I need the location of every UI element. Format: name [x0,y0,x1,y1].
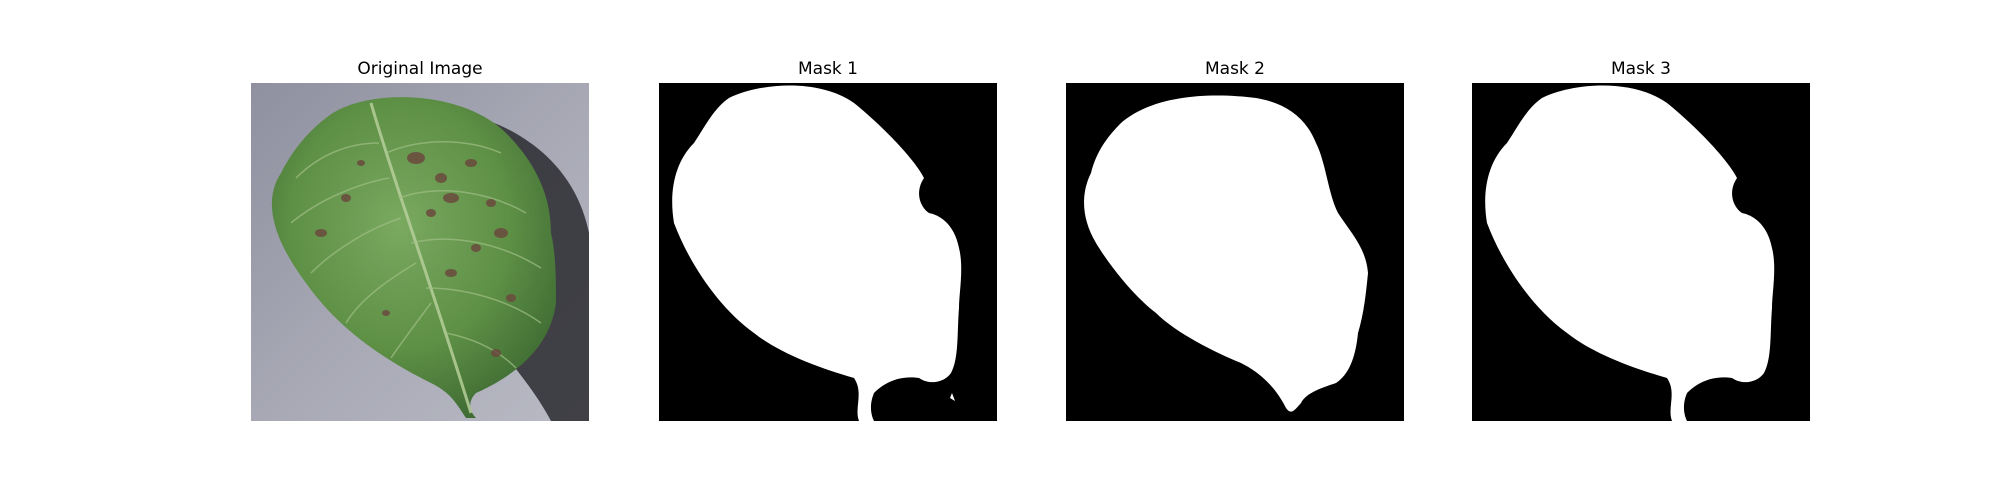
mask-3-panel: Mask 3 [1472,55,1810,421]
mask-1-image [659,83,997,421]
panel-title-mask-2: Mask 2 [1204,59,1265,79]
mask-2-frame [1066,83,1404,421]
mask-2-image [1066,83,1404,421]
original-image-panel: Original Image [251,55,589,421]
mask-1-frame [659,83,997,421]
mask-3-image [1472,83,1810,421]
original-image-frame [251,83,589,421]
mask-3-frame [1472,83,1810,421]
mask-2-panel: Mask 2 [1066,55,1404,421]
leaf-photo [251,83,589,421]
mask-1-panel: Mask 1 [659,55,997,421]
panel-title-mask-3: Mask 3 [1610,59,1671,79]
panel-title-original-image: Original Image [357,59,483,79]
panel-title-mask-1: Mask 1 [797,59,858,79]
